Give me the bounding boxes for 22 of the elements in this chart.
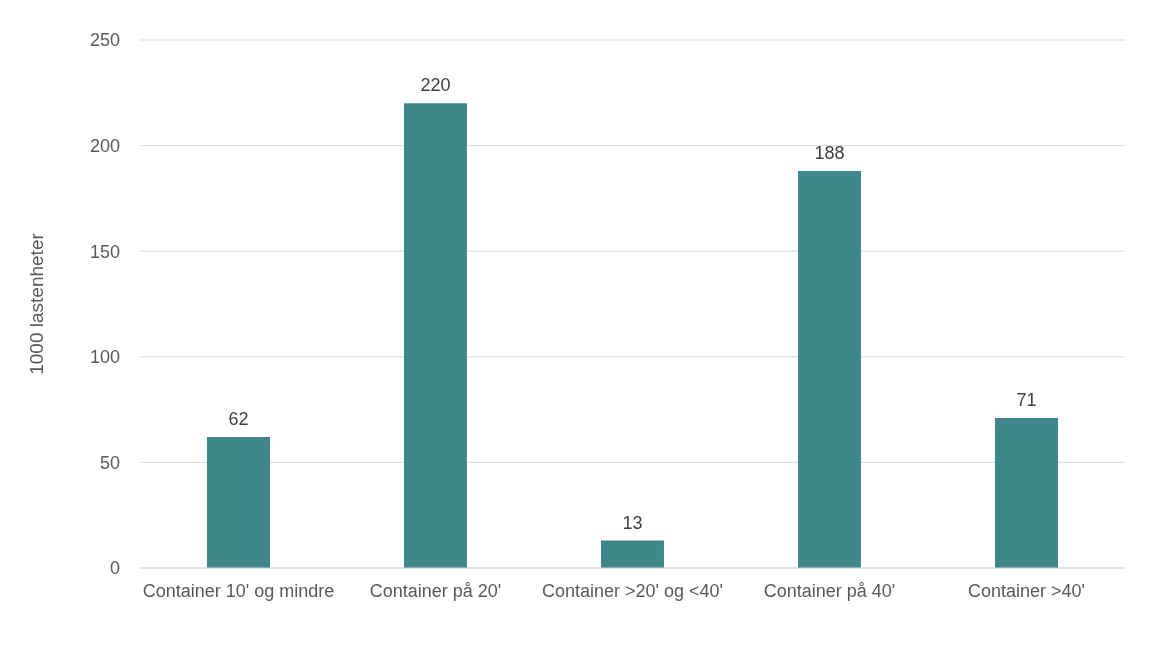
x-tick-label: Container på 20' xyxy=(369,580,502,601)
bar xyxy=(206,437,270,568)
y-tick-label: 50 xyxy=(99,452,120,473)
y-tick-label: 0 xyxy=(109,558,120,579)
x-tick-label: Container >40' xyxy=(967,580,1086,601)
x-tick-label: Container på 40' xyxy=(763,580,896,601)
bar xyxy=(994,418,1058,568)
data-label: 62 xyxy=(228,409,249,430)
data-label: 13 xyxy=(622,512,643,533)
bar xyxy=(797,170,861,568)
data-label: 71 xyxy=(1016,390,1037,411)
x-tick-label: Container >20' og <40' xyxy=(541,580,724,601)
bar xyxy=(403,103,467,568)
y-tick-label: 250 xyxy=(89,30,120,51)
data-label: 220 xyxy=(420,75,451,96)
y-tick-label: 200 xyxy=(89,135,120,156)
y-tick-label: 100 xyxy=(89,347,120,368)
y-tick-label: 150 xyxy=(89,241,120,262)
data-label: 188 xyxy=(814,142,845,163)
y-axis-title: 1000 lastenheter xyxy=(25,232,47,375)
bar xyxy=(600,540,664,568)
x-tick-label: Container 10' og mindre xyxy=(142,580,335,601)
